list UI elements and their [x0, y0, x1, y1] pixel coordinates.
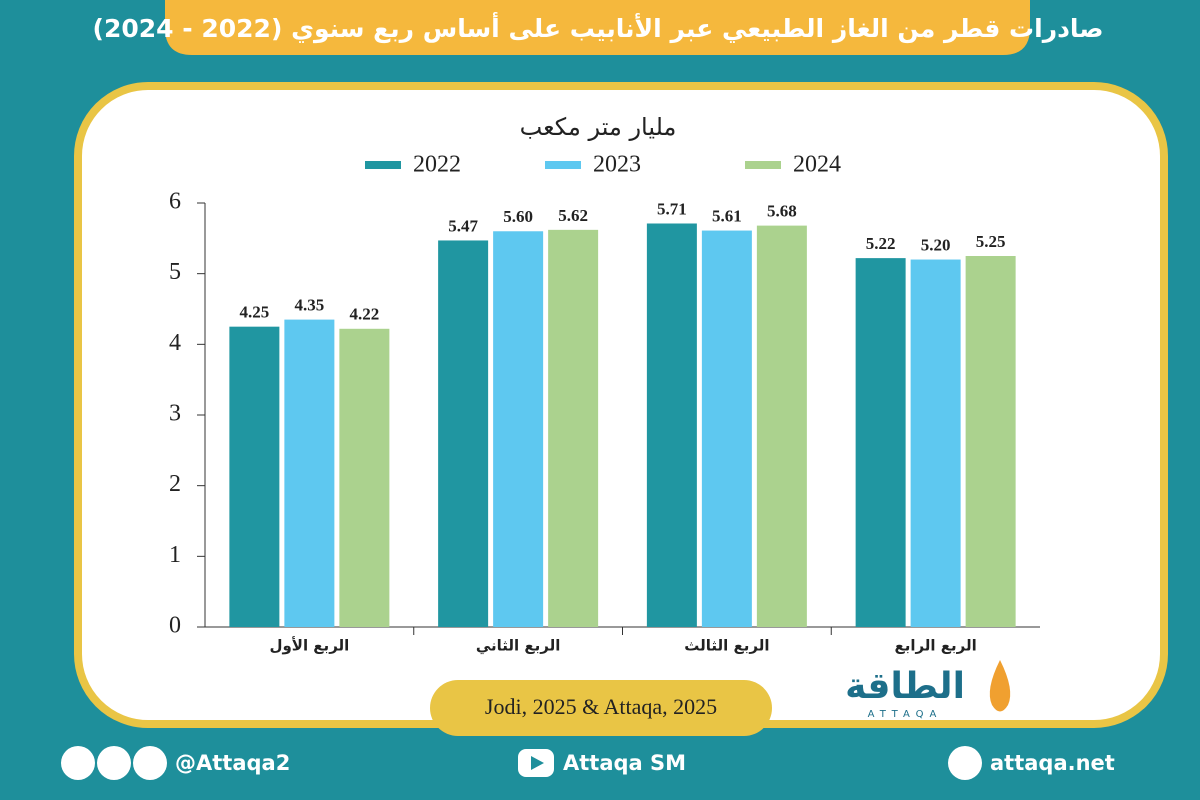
bar	[910, 259, 961, 627]
bar	[965, 256, 1016, 627]
bar	[548, 229, 599, 627]
legend-swatch	[745, 161, 781, 169]
y-tick-label: 5	[169, 259, 181, 285]
social-handle: @Attaqa2	[175, 751, 290, 775]
bar	[855, 258, 906, 627]
footer: @Attaqa2 Attaqa SM attaqa.net	[61, 746, 1115, 780]
title-bar	[165, 0, 1030, 55]
legend-swatch	[545, 161, 581, 169]
logo-drop	[989, 660, 1011, 712]
value-label: 5.68	[767, 202, 797, 221]
bar	[284, 319, 335, 627]
value-label: 5.47	[448, 216, 478, 235]
bar	[493, 231, 544, 627]
x-tick-label: الربع الثالث	[684, 637, 769, 655]
value-label: 5.61	[712, 206, 742, 225]
legend-label: 2024	[793, 152, 841, 178]
y-tick-label: 3	[169, 401, 181, 427]
legend-label: 2022	[413, 152, 461, 178]
value-label: 4.22	[350, 305, 380, 324]
logo-latin: ATTAQA	[868, 709, 943, 720]
y-tick-label: 4	[169, 330, 181, 356]
bar	[229, 326, 280, 627]
source: Jodi, 2025 & Attaqa, 2025	[485, 694, 717, 719]
value-label: 4.35	[295, 296, 325, 315]
bar	[646, 223, 697, 627]
x-tick-label: الربع الرابع	[894, 637, 976, 655]
y-tick-label: 1	[169, 542, 181, 568]
y-tick-label: 2	[169, 471, 181, 497]
value-label: 5.22	[866, 234, 896, 253]
value-label: 5.60	[503, 207, 533, 226]
bar	[701, 230, 752, 627]
youtube-play	[531, 756, 544, 770]
bar	[339, 328, 390, 627]
value-label: 5.20	[921, 235, 951, 254]
y-axis-label: مليار متر مكعب	[520, 113, 677, 141]
website[interactable]: attaqa.net	[990, 751, 1115, 775]
logo-arabic: الطاقة	[845, 666, 965, 707]
x-icon[interactable]	[61, 746, 95, 780]
youtube: Attaqa SM	[563, 751, 686, 775]
value-label: 5.71	[657, 199, 687, 218]
x-tick-label: الربع الأول	[269, 637, 349, 655]
facebook-icon[interactable]	[133, 746, 167, 780]
bar	[438, 240, 489, 627]
value-label: 5.62	[558, 206, 588, 225]
logo: الطاقة ATTAQA	[845, 660, 1011, 720]
value-label: 4.25	[240, 303, 270, 322]
web-icon[interactable]	[948, 746, 982, 780]
y-tick-label: 6	[169, 189, 181, 215]
source-pill	[430, 680, 772, 736]
bar	[756, 225, 807, 627]
chart-title: صادرات قطر من الغاز الطبيعي عبر الأنابيب…	[93, 12, 1104, 44]
legend-swatch	[365, 161, 401, 169]
legend-label: 2023	[593, 152, 641, 178]
instagram-icon[interactable]	[97, 746, 131, 780]
value-label: 5.25	[976, 232, 1006, 251]
y-tick-label: 0	[169, 613, 181, 639]
x-tick-label: الربع الثاني	[476, 637, 561, 655]
